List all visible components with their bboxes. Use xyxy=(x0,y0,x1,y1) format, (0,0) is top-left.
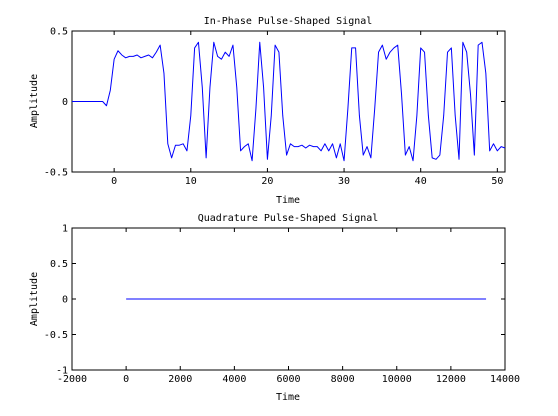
quadrature-xtick-label: 0 xyxy=(123,374,129,385)
quadrature-ytick-label: -0.5 xyxy=(44,330,68,341)
in-phase-xtick-label: 20 xyxy=(261,176,273,187)
quadrature-xtick-label: 4000 xyxy=(222,374,246,385)
quadrature-ytick-label: 1 xyxy=(62,224,68,235)
in-phase-xtick-label: 30 xyxy=(338,176,350,187)
in-phase-xtick-label: 0 xyxy=(111,176,117,187)
quadrature-xtick-label: 10000 xyxy=(382,374,412,385)
in-phase-ytick-label: -0.5 xyxy=(44,168,68,179)
quadrature-title: Quadrature Pulse-Shaped Signal xyxy=(198,213,379,224)
in-phase-ylabel: Amplitude xyxy=(29,74,40,128)
in-phase-xlabel: Time xyxy=(276,195,300,206)
in-phase-series xyxy=(72,41,506,162)
quadrature-yticks: 1 0.5 0 -0.5 -1 xyxy=(44,224,505,377)
in-phase-ytick-label: 0.5 xyxy=(50,27,68,38)
in-phase-series-line xyxy=(72,41,506,162)
quadrature-axes: Quadrature Pulse-Shaped Signal Time Ampl… xyxy=(29,213,520,403)
quadrature-xtick-label: 14000 xyxy=(490,374,520,385)
in-phase-xtick-label: 40 xyxy=(415,176,427,187)
in-phase-ytick-label: 0 xyxy=(62,97,68,108)
quadrature-xtick-label: 8000 xyxy=(331,374,355,385)
quadrature-xtick-label: 12000 xyxy=(436,374,466,385)
quadrature-xtick-label: -2000 xyxy=(57,374,87,385)
in-phase-xticks: 0 10 20 30 40 50 xyxy=(111,31,503,187)
quadrature-ytick-label: 0 xyxy=(62,295,68,306)
quadrature-ylabel: Amplitude xyxy=(29,272,40,326)
in-phase-axes: In-Phase Pulse-Shaped Signal Time Amplit… xyxy=(29,16,506,206)
in-phase-xtick-label: 50 xyxy=(491,176,503,187)
in-phase-xtick-label: 10 xyxy=(185,176,197,187)
quadrature-xlabel: Time xyxy=(276,392,300,403)
quadrature-ytick-label: 0.5 xyxy=(50,259,68,270)
quadrature-xticks: -2000 0 2000 4000 6000 8000 10000 12000 14000 xyxy=(57,228,520,385)
quadrature-ytick-label: -1 xyxy=(56,366,68,377)
quadrature-xtick-label: 2000 xyxy=(168,374,192,385)
quadrature-xtick-label: 6000 xyxy=(276,374,300,385)
in-phase-title: In-Phase Pulse-Shaped Signal xyxy=(204,16,373,27)
